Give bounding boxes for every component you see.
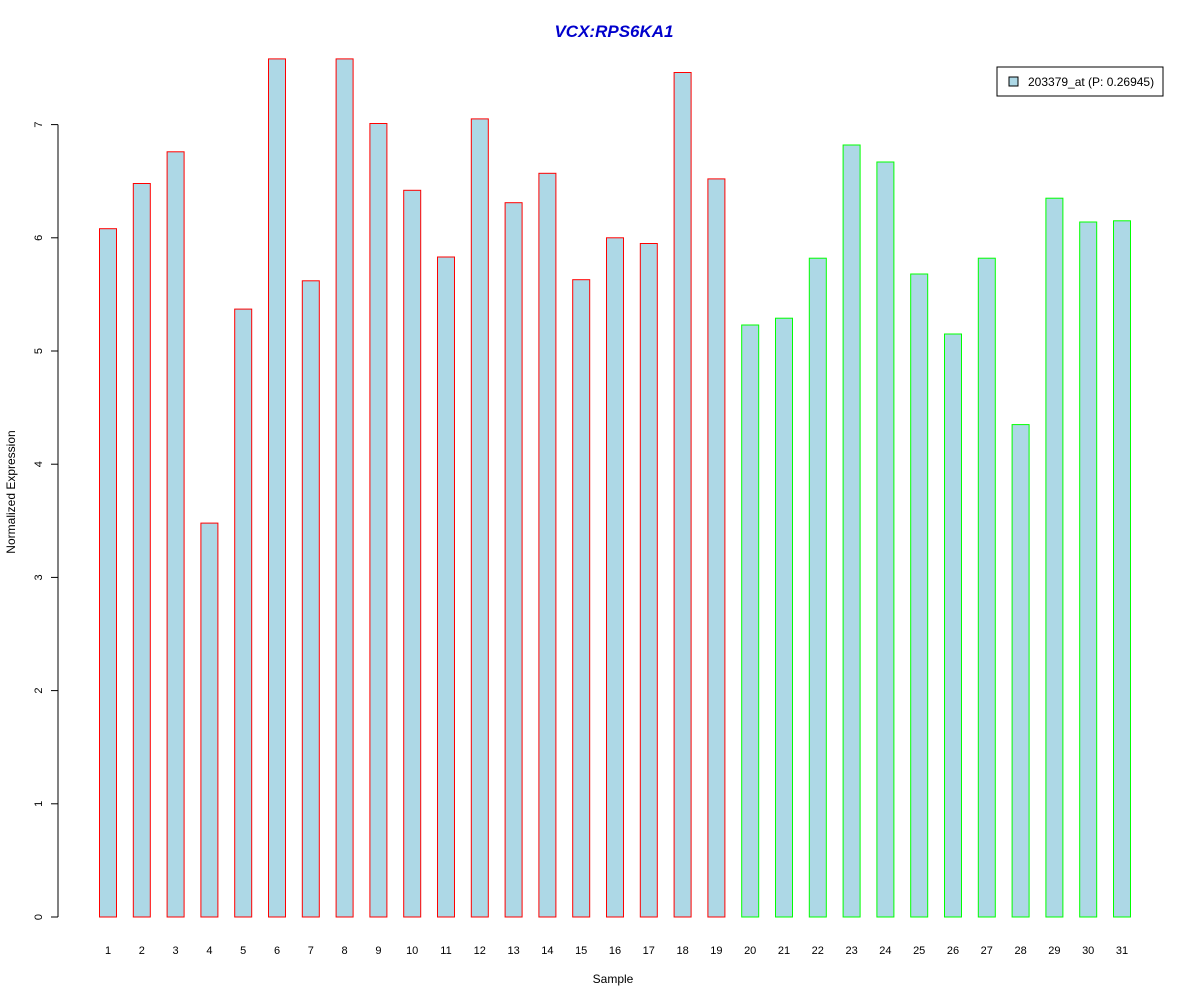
x-tick-label-23: 23 [845,945,857,957]
bar-sample-22 [808,257,827,918]
bar-sample-28 [1011,424,1030,918]
y-tick-label: 2 [33,688,45,694]
bars [99,58,1131,918]
bar-sample-24 [876,161,895,918]
legend-box [996,66,1164,97]
y-tick-label: 4 [33,461,45,467]
y-tick-label: 1 [33,801,45,807]
x-tick-label-3: 3 [173,945,179,957]
bar-sample-20 [741,324,760,918]
bar-sample-10 [403,189,422,918]
y-tick-label: 3 [33,574,45,580]
bar-sample-2 [132,183,151,918]
bar-sample-17 [639,243,658,918]
bar-sample-19 [707,178,726,918]
x-tick-label-2: 2 [139,945,145,957]
x-tick-label-12: 12 [474,945,486,957]
legend: 203379_at (P: 0.26945) [996,66,1164,97]
x-tick-label-24: 24 [879,945,891,957]
x-tick-label-20: 20 [744,945,756,957]
bar-sample-18 [673,72,692,918]
x-tick-label-4: 4 [206,945,212,957]
bar-sample-23 [842,144,861,918]
x-tick-label-11: 11 [440,945,451,957]
bar-sample-30 [1079,221,1098,918]
bar-sample-25 [910,273,929,918]
x-tick-label-6: 6 [274,945,280,957]
x-tick-label-1: 1 [105,945,111,957]
bar-sample-16 [606,237,624,918]
bar-sample-3 [166,151,185,918]
legend-label: 203379_at (P: 0.26945) [1028,75,1154,89]
x-tick-label-25: 25 [913,945,925,957]
x-tick-label-19: 19 [710,945,722,957]
x-tick-label-13: 13 [507,945,519,957]
bar-sample-6 [268,58,286,918]
x-axis-label: Sample [593,972,634,986]
x-tick-label-15: 15 [575,945,587,957]
bar-sample-27 [977,257,996,918]
bar-sample-21 [775,317,793,918]
bar-sample-12 [470,118,489,918]
y-axis: 0 1 2 3 4 5 6 7 [33,122,59,920]
x-tick-label-21: 21 [778,945,790,957]
y-tick-label: 0 [33,914,45,920]
bar-sample-1 [99,228,117,918]
x-tick-label-8: 8 [342,945,348,957]
y-tick-label: 7 [33,122,45,128]
y-tick-label: 5 [33,348,45,354]
x-tick-label-30: 30 [1082,945,1094,957]
legend-swatch [1008,76,1019,87]
y-tick-label: 6 [33,235,45,241]
x-tick-label-22: 22 [812,945,824,957]
x-tick-label-14: 14 [541,945,553,957]
bar-sample-15 [572,279,591,918]
x-tick-label-7: 7 [308,945,314,957]
x-tick-label-27: 27 [981,945,993,957]
x-tick-label-26: 26 [947,945,959,957]
y-axis-label: Normalized Expression [4,430,18,553]
bar-sample-7 [301,280,320,918]
x-tick-label-10: 10 [406,945,418,957]
x-tick-label-31: 31 [1116,945,1128,957]
chart-title: VCX:RPS6KA1 [554,22,673,41]
bar-sample-5 [234,308,253,918]
bar-sample-29 [1045,197,1064,918]
bar-sample-31 [1113,220,1131,918]
x-tick-label-16: 16 [609,945,621,957]
x-tick-label-18: 18 [676,945,688,957]
x-tick-label-28: 28 [1014,945,1026,957]
bar-sample-26 [944,333,962,918]
bar-sample-13 [504,202,523,918]
bar-sample-11 [437,256,455,918]
x-tick-label-29: 29 [1048,945,1060,957]
bar-sample-9 [369,123,388,918]
x-tick-label-5: 5 [240,945,246,957]
x-tick-label-9: 9 [375,945,381,957]
bar-sample-4 [200,522,219,918]
bar-sample-8 [335,58,354,918]
x-tick-label-17: 17 [643,945,655,957]
bar-sample-14 [538,172,557,918]
x-tick-labels: 1 2 3 4 5 6 7 8 9 10 11 12 13 14 15 16 17 18 19 20 21 22 23 24 2… [105,945,1128,957]
